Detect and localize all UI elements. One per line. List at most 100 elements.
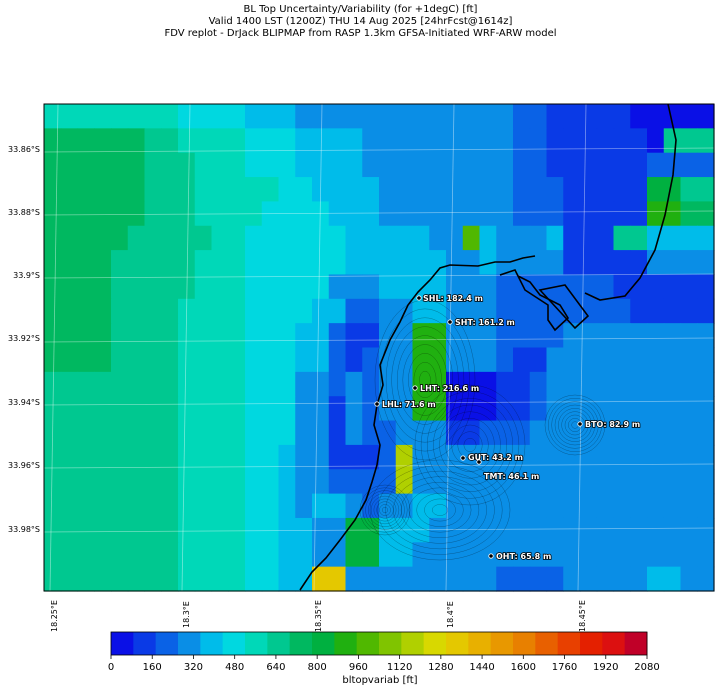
grid-cell: [161, 128, 179, 154]
lat-label: 33.92°S: [8, 334, 40, 343]
grid-cell: [228, 177, 246, 202]
grid-cell: [94, 323, 112, 349]
grid-cell: [178, 444, 196, 470]
colorbar-swatch: [356, 632, 380, 655]
grid-cell: [228, 371, 246, 397]
grid-cell: [596, 323, 615, 349]
grid-cell: [211, 201, 229, 227]
grid-cell: [278, 274, 296, 300]
grid-cell: [446, 347, 464, 373]
grid-cell: [60, 347, 79, 373]
grid-cell: [328, 396, 347, 422]
grid-cell: [211, 493, 229, 519]
grid-cell: [127, 152, 146, 178]
graticule-lat: [43, 527, 715, 533]
station-marker[interactable]: [447, 319, 453, 325]
graticule-lat: [43, 147, 715, 153]
grid-cell: [462, 371, 481, 397]
grid-cell: [94, 517, 112, 543]
grid-cell: [161, 493, 179, 519]
grid-cell: [60, 298, 79, 324]
grid-cell: [596, 420, 615, 446]
station-marker[interactable]: [416, 295, 422, 301]
grid-cell: [580, 177, 598, 202]
grid-cell: [228, 444, 246, 470]
grid-cell: [295, 444, 313, 470]
grid-cell: [596, 517, 615, 543]
grid-cell: [446, 104, 464, 129]
grid-cell: [630, 396, 648, 422]
grid-cell: [462, 347, 481, 373]
contour-line: [385, 317, 465, 443]
grid-cell: [295, 493, 313, 519]
grid-cell: [580, 371, 598, 397]
map-frame: [43, 103, 715, 592]
grid-cell: [395, 104, 414, 129]
grid-cell: [144, 542, 162, 568]
grid-cell: [211, 347, 229, 373]
grid-cell: [261, 444, 280, 470]
grid-cell: [513, 371, 531, 397]
grid-cell: [245, 177, 263, 202]
grid-cell: [228, 347, 246, 373]
grid-cell: [580, 420, 598, 446]
grid-cell: [77, 444, 95, 470]
station-marker[interactable]: [412, 385, 418, 391]
grid-cell: [211, 396, 229, 422]
grid-cell: [194, 566, 213, 592]
grid-cell: [529, 493, 548, 519]
grid-cell: [546, 201, 564, 227]
grid-cell: [144, 201, 162, 227]
grid-cell: [613, 444, 631, 470]
grid-cell: [546, 396, 564, 422]
grid-cell: [328, 104, 347, 129]
grid-cell: [94, 444, 112, 470]
grid-cell: [228, 201, 246, 227]
grid-cell: [295, 323, 313, 349]
grid-cell: [245, 298, 263, 324]
grid-cell: [680, 371, 698, 397]
station-marker[interactable]: [460, 455, 466, 461]
contour-line: [451, 424, 489, 466]
grid-cell: [278, 542, 296, 568]
station-marker[interactable]: [374, 401, 380, 407]
grid-cell: [680, 177, 698, 202]
grid-cell: [446, 128, 464, 154]
grid-cell: [446, 323, 464, 349]
grid-cell: [77, 371, 95, 397]
grid-cell: [479, 371, 497, 397]
lat-label: 33.9°S: [13, 271, 40, 280]
grid-cell: [580, 469, 598, 495]
grid-cell: [412, 371, 430, 397]
grid-cell: [630, 298, 648, 324]
grid-cell: [479, 323, 497, 349]
station-marker[interactable]: [488, 553, 494, 559]
grid-cell: [345, 201, 363, 227]
grid-cell: [362, 323, 380, 349]
grid-cell: [295, 128, 313, 154]
station-marker[interactable]: [577, 421, 583, 427]
colorbar-swatches: [111, 632, 648, 655]
grid-cell: [161, 201, 179, 227]
contour-line: [431, 504, 449, 516]
grid-cell: [178, 104, 196, 129]
grid-cell: [513, 396, 531, 422]
grid-cell: [161, 371, 179, 397]
grid-cell: [496, 104, 514, 129]
grid-cell: [580, 225, 598, 251]
grid-cell: [295, 542, 313, 568]
grid-cell: [412, 517, 430, 543]
grid-cell: [312, 274, 330, 300]
grid-cell: [412, 566, 430, 592]
grid-cell: [395, 347, 414, 373]
grid-cell: [580, 104, 598, 129]
station-marker[interactable]: [476, 459, 482, 465]
grid-cell: [261, 201, 280, 227]
grid-cell: [211, 177, 229, 202]
grid-cell: [429, 128, 447, 154]
grid-cell: [663, 323, 682, 349]
grid-cell: [111, 201, 129, 227]
grid-cell: [462, 152, 481, 178]
grid-cell: [211, 517, 229, 543]
